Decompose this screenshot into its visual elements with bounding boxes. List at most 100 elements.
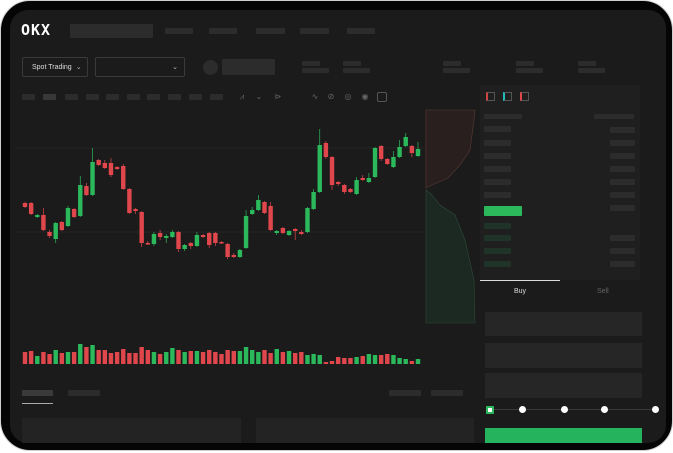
volume-bar: [108, 353, 114, 364]
tab-history[interactable]: [68, 390, 100, 396]
candle-down: [157, 230, 163, 240]
candle-up: [35, 214, 40, 218]
timeframe-button[interactable]: [65, 94, 78, 100]
candle-up: [274, 230, 279, 235]
stat-value: [516, 68, 543, 73]
orderbook-both-icon[interactable]: [486, 92, 495, 101]
ruler-icon[interactable]: ⊘: [327, 92, 335, 101]
timeframe-button[interactable]: [147, 94, 160, 100]
candle-body: [391, 157, 396, 167]
filter-button[interactable]: [389, 390, 421, 396]
pair-dropdown[interactable]: ⌄: [95, 57, 185, 77]
buy-tab[interactable]: Buy: [514, 288, 527, 295]
candle-body: [194, 235, 200, 246]
bid-price: [484, 235, 511, 241]
timeframe-button[interactable]: [106, 94, 119, 100]
candle-body: [207, 233, 212, 245]
volume-bar: [397, 358, 402, 364]
ask-price: [484, 192, 511, 198]
target-icon[interactable]: ◉: [361, 92, 369, 101]
indicator-icon[interactable]: ⌄: [255, 92, 263, 101]
slider-stop[interactable]: [561, 406, 568, 413]
amount-input[interactable]: [485, 343, 642, 368]
nav-item[interactable]: [256, 28, 285, 34]
volume-bar: [231, 351, 236, 364]
slider-stop[interactable]: [601, 406, 608, 413]
nav-item[interactable]: [165, 28, 193, 34]
volume-bar: [317, 355, 322, 364]
volume-bar: [84, 347, 89, 364]
orderbook-header: [594, 114, 634, 119]
price-input[interactable]: [485, 312, 642, 336]
timeframe-button[interactable]: [127, 94, 140, 100]
volume-bar: [305, 355, 310, 364]
fullscreen-icon[interactable]: [377, 92, 387, 102]
candle-body: [47, 232, 52, 236]
candle-body: [84, 186, 89, 195]
nav-item[interactable]: [300, 28, 329, 34]
slider-stop[interactable]: [652, 406, 659, 413]
orders-panel: [256, 418, 474, 443]
slider-handle[interactable]: [486, 406, 494, 414]
candle-down: [28, 202, 34, 215]
candle-up: [170, 230, 175, 238]
nav-item[interactable]: [347, 28, 375, 34]
last-price: [484, 206, 522, 216]
ask-amount: [610, 153, 635, 159]
orderbook-bids-icon[interactable]: [503, 92, 512, 101]
candle-down: [114, 166, 120, 170]
search-bar[interactable]: [70, 24, 153, 38]
timeframe-button[interactable]: [210, 94, 223, 100]
filter-button[interactable]: [431, 390, 463, 396]
camera-icon[interactable]: ◎: [344, 92, 352, 101]
candle-body: [35, 215, 40, 217]
timeframe-button[interactable]: [168, 94, 181, 100]
total-input[interactable]: [485, 373, 642, 398]
stat-value: [443, 68, 470, 73]
candle-up: [256, 195, 261, 211]
bid-amount: [610, 248, 635, 254]
candle-up: [237, 249, 243, 258]
candle-up: [311, 189, 316, 210]
candle-body: [305, 208, 310, 232]
volume-bar: [164, 352, 169, 364]
volume-bar: [170, 348, 175, 364]
timeframe-button[interactable]: [43, 94, 56, 100]
coin-icon: [203, 60, 218, 75]
candle-body: [225, 244, 230, 257]
volume-bar: [366, 354, 372, 364]
volume-bar: [348, 358, 353, 364]
buy-button[interactable]: [485, 428, 642, 443]
candle-up: [415, 142, 421, 157]
candle-body: [385, 159, 390, 164]
nav-item[interactable]: [209, 28, 237, 34]
candle-down: [84, 183, 89, 196]
tab-open-orders[interactable]: [22, 390, 53, 396]
timeframe-button[interactable]: [86, 94, 99, 100]
sell-tab[interactable]: Sell: [597, 288, 609, 295]
candle-body: [157, 233, 163, 237]
ask-amount: [610, 166, 635, 172]
candle-body: [53, 223, 58, 239]
candle-body: [90, 162, 95, 195]
market-type-dropdown[interactable]: Spot Trading ⌄: [22, 57, 88, 77]
okx-logo[interactable]: OKX: [21, 21, 52, 39]
indicator-icon[interactable]: ⩘: [239, 92, 245, 101]
stat-label: [578, 61, 596, 66]
timeframe-button[interactable]: [22, 94, 35, 100]
candle-body: [108, 163, 114, 175]
draw-line-icon[interactable]: ∿: [311, 92, 319, 101]
candle-body: [170, 232, 175, 237]
amount-slider[interactable]: [490, 409, 655, 410]
candle-down: [139, 211, 144, 247]
candle-body: [292, 229, 298, 231]
draw-line-icon[interactable]: ⊳: [274, 92, 282, 101]
orderbook-asks-icon[interactable]: [520, 92, 529, 101]
volume-bar: [360, 356, 365, 364]
candle-body: [262, 202, 267, 213]
candle-up: [90, 148, 95, 196]
timeframe-button[interactable]: [189, 94, 202, 100]
volume-bar: [35, 356, 40, 364]
slider-stop[interactable]: [519, 406, 526, 413]
